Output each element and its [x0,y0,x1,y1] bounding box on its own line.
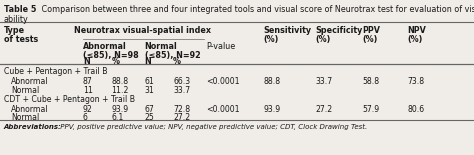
Text: 58.8: 58.8 [363,77,380,86]
Text: (≤85), N=98: (≤85), N=98 [83,51,139,60]
Text: 67: 67 [145,105,155,114]
Text: 31: 31 [145,86,155,95]
Text: Normal: Normal [11,86,39,95]
Text: 27.2: 27.2 [173,113,190,122]
Text: Sensitivity: Sensitivity [263,26,311,35]
Text: N: N [145,57,151,66]
Text: PPV: PPV [363,26,381,35]
Text: PPV, positive predictive value; NPV, negative predictive value; CDT, Clock Drawi: PPV, positive predictive value; NPV, neg… [58,124,367,130]
Text: Neurotrax visual-spatial index: Neurotrax visual-spatial index [73,26,211,35]
Text: ability: ability [4,16,28,24]
Text: 11: 11 [83,86,93,95]
Text: (%): (%) [363,35,378,44]
Text: 27.2: 27.2 [315,105,332,114]
Text: 88.8: 88.8 [111,77,128,86]
Text: 33.7: 33.7 [173,86,190,95]
Text: 11.2: 11.2 [111,86,129,95]
Text: CDT + Cube + Pentagon + Trail B: CDT + Cube + Pentagon + Trail B [4,95,135,104]
Text: %: % [173,57,181,66]
Text: Type: Type [4,26,25,35]
Text: of tests: of tests [4,35,38,44]
Text: Normal: Normal [145,42,177,51]
Text: N: N [83,57,90,66]
Text: 66.3: 66.3 [173,77,190,86]
Text: (≤85), N=92: (≤85), N=92 [145,51,201,60]
Text: 33.7: 33.7 [315,77,332,86]
Text: 93.9: 93.9 [111,105,128,114]
Text: Normal: Normal [11,113,39,122]
Text: Abnormal: Abnormal [11,105,48,114]
Text: 72.8: 72.8 [173,105,190,114]
Text: Specificity: Specificity [315,26,363,35]
Text: NPV: NPV [408,26,427,35]
Text: 61: 61 [145,77,155,86]
Text: Table 5: Table 5 [4,5,36,14]
Text: 73.8: 73.8 [408,77,425,86]
Text: 93.9: 93.9 [263,105,280,114]
Text: 6.1: 6.1 [111,113,124,122]
Text: (%): (%) [408,35,423,44]
Text: 25: 25 [145,113,155,122]
Text: 57.9: 57.9 [363,105,380,114]
Text: Abbreviations:: Abbreviations: [4,124,62,130]
Text: (%): (%) [315,35,330,44]
Text: 92: 92 [83,105,93,114]
Text: Abnormal: Abnormal [83,42,127,51]
Text: 88.8: 88.8 [263,77,280,86]
Text: 87: 87 [83,77,93,86]
Text: Cube + Pentagon + Trail B: Cube + Pentagon + Trail B [4,67,107,76]
Text: %: % [111,57,119,66]
Text: Comparison between three and four integrated tools and visual score of Neurotrax: Comparison between three and four integr… [39,5,474,14]
Text: 80.6: 80.6 [408,105,425,114]
Text: Abnormal: Abnormal [11,77,48,86]
Text: (%): (%) [263,35,278,44]
Text: 6: 6 [83,113,88,122]
Text: P-value: P-value [206,42,236,51]
Text: <0.0001: <0.0001 [206,77,240,86]
Text: <0.0001: <0.0001 [206,105,240,114]
